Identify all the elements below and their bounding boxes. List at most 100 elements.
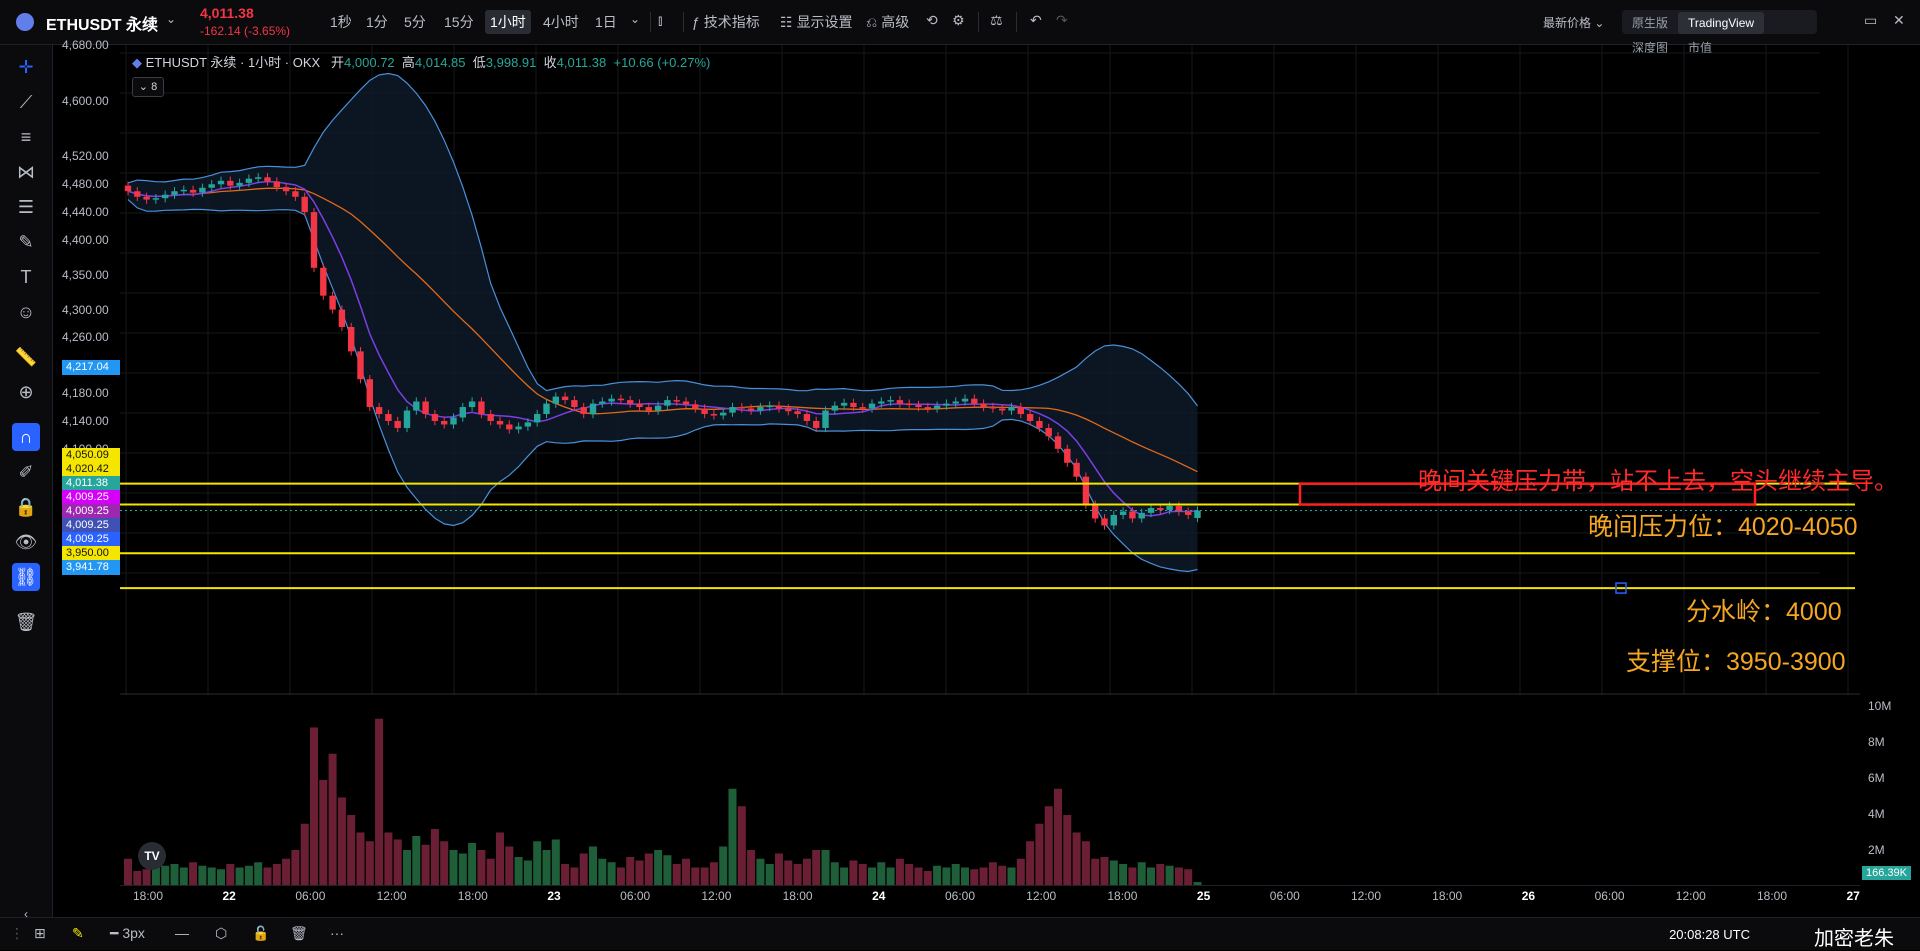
- volume-bar: [784, 860, 793, 885]
- candle-body: [441, 420, 448, 425]
- advanced-button[interactable]: ⎌ 高级: [866, 12, 909, 32]
- collapse-icon[interactable]: ‹: [24, 907, 28, 921]
- volume-bar: [505, 846, 514, 885]
- volume-bar: [830, 862, 839, 885]
- candle-body: [273, 181, 280, 188]
- interval-1d[interactable]: 1日: [595, 14, 617, 30]
- trash-icon[interactable]: 🗑: [14, 611, 38, 632]
- candle-body: [301, 196, 308, 213]
- gear-icon[interactable]: ⚙: [952, 12, 965, 28]
- divider: [978, 12, 979, 32]
- interval-1s[interactable]: 1秒: [330, 14, 352, 30]
- mode-tradingview[interactable]: TradingView: [1678, 12, 1765, 34]
- utc-clock[interactable]: 20:08:28 UTC: [1669, 927, 1750, 942]
- ruler-icon[interactable]: 📏: [14, 346, 38, 367]
- price-tick: 4,300.00: [62, 302, 109, 317]
- stroke-width-select[interactable]: ━ 3px: [110, 925, 145, 942]
- delete-icon[interactable]: 🗑: [290, 925, 308, 941]
- redo-icon[interactable]: ↷: [1056, 12, 1068, 28]
- indicators-button[interactable]: ƒ 技术指标: [692, 12, 760, 32]
- scale-icon[interactable]: ⚖: [990, 12, 1003, 28]
- pencil-icon[interactable]: ✎: [72, 925, 84, 941]
- candle-body: [924, 407, 931, 409]
- pattern-icon[interactable]: ⋈: [17, 161, 35, 182]
- volume-tick: 4M: [1868, 807, 1885, 821]
- price-type-select[interactable]: 最新价格 ⌄: [1543, 16, 1605, 30]
- volume-bar: [914, 867, 923, 885]
- hexagon-icon[interactable]: ⬡: [215, 925, 228, 941]
- candle-body: [785, 408, 792, 412]
- trendline-icon[interactable]: ⟋: [19, 91, 33, 112]
- interval-dropdown-icon[interactable]: ⌄: [630, 12, 641, 26]
- candle-body: [320, 267, 327, 296]
- advanced-icon: ⎌: [866, 14, 878, 30]
- time-tick: 18:00: [782, 889, 813, 903]
- display-settings-button[interactable]: ☷ 显示设置: [780, 12, 853, 32]
- candle-body: [152, 198, 160, 200]
- fullscreen-icon[interactable]: ▭: [1864, 12, 1878, 28]
- zoom-icon[interactable]: ⊕: [18, 381, 34, 402]
- lock-drawing-icon[interactable]: ✐: [18, 461, 34, 482]
- more-icon[interactable]: ···: [330, 925, 344, 941]
- candle-body: [887, 400, 894, 402]
- indicators-toggle[interactable]: ⌄ 8: [132, 77, 164, 97]
- time-tick: 12:00: [1350, 889, 1382, 903]
- mode-depth[interactable]: 深度图: [1632, 41, 1669, 55]
- price-chart[interactable]: [120, 45, 1860, 695]
- symbol-name[interactable]: ETHUSDT 永续: [46, 17, 159, 34]
- candle-body: [292, 191, 299, 197]
- unlock-icon[interactable]: 🔓: [252, 925, 270, 941]
- candle-body: [534, 414, 541, 423]
- line-style-icon[interactable]: —: [175, 925, 189, 941]
- interval-5m[interactable]: 5分: [404, 14, 426, 30]
- emoji-icon[interactable]: ☺: [16, 301, 36, 322]
- volume-bar: [124, 858, 132, 885]
- candle-body: [664, 400, 671, 406]
- undo-icon[interactable]: ↶: [1030, 12, 1042, 28]
- volume-bar: [849, 860, 858, 885]
- brush-icon[interactable]: ✎: [18, 231, 34, 252]
- chevron-down-icon[interactable]: ⌄: [166, 12, 177, 26]
- time-axis[interactable]: 18:00 22 06:00 12:00 18:00 23 06:00 12:00 18:00 2…: [120, 885, 1860, 908]
- time-tick: 22: [222, 889, 236, 903]
- magnet-icon[interactable]: ∩: [12, 423, 40, 451]
- volume-chart[interactable]: [120, 695, 1860, 885]
- candle-body: [124, 185, 132, 192]
- chart-type-icon[interactable]: ⫾: [658, 12, 663, 28]
- candle-body: [468, 401, 476, 408]
- price-change: -162.14 (-3.65%): [200, 24, 291, 38]
- interval-1h[interactable]: 1小时: [485, 10, 531, 34]
- candle-body: [580, 407, 587, 415]
- volume-bar: [347, 815, 356, 885]
- interval-1m[interactable]: 1分: [366, 14, 388, 30]
- volume-bar: [477, 850, 486, 885]
- interval-4h[interactable]: 4小时: [543, 14, 579, 30]
- layout-grid-icon[interactable]: ⊞: [34, 925, 46, 941]
- parallel-channel-icon[interactable]: ≡: [20, 126, 32, 147]
- volume-bar: [170, 864, 179, 885]
- eye-icon[interactable]: 👁: [14, 531, 38, 552]
- close-icon[interactable]: ✕: [1893, 12, 1905, 28]
- lock-icon[interactable]: 🔒: [14, 496, 38, 517]
- volume-bar: [468, 843, 477, 885]
- price-label: 4,011.38: [62, 476, 120, 491]
- candle-body: [608, 398, 615, 402]
- drag-handle-icon[interactable]: ⋮: [10, 925, 24, 941]
- text-icon[interactable]: T: [20, 266, 32, 287]
- replay-icon[interactable]: ⟲: [926, 12, 938, 28]
- time-tick: 06:00: [620, 889, 651, 903]
- crosshair-icon[interactable]: ✛: [18, 56, 34, 77]
- tradingview-logo[interactable]: TV: [138, 842, 166, 870]
- volume-bar: [728, 788, 737, 885]
- volume-last-label: 166.39K: [1862, 866, 1911, 880]
- candle-body: [143, 196, 150, 200]
- mode-native[interactable]: 原生版: [1632, 16, 1669, 30]
- candle-body: [710, 414, 718, 416]
- interval-15m[interactable]: 15分: [444, 14, 474, 30]
- mode-marketcap[interactable]: 市值: [1688, 41, 1713, 55]
- volume-bar: [217, 869, 225, 885]
- price-axis[interactable]: 4,680.00 4,600.00 4,520.00 4,480.00 4,440.00…: [52, 38, 120, 695]
- link-icon[interactable]: ⛓: [12, 563, 40, 591]
- volume-bar: [1063, 815, 1072, 885]
- fib-icon[interactable]: ☰: [17, 196, 35, 217]
